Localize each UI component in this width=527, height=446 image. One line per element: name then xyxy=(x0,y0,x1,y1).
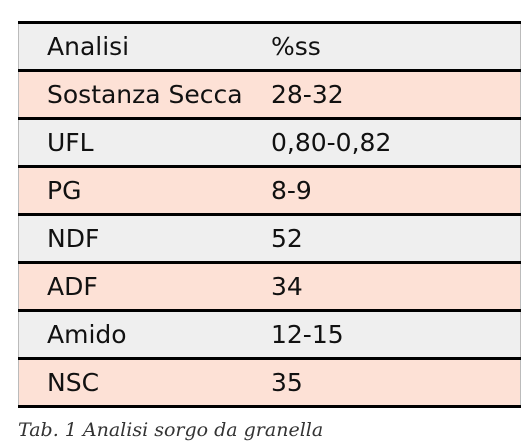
table-cell: Sostanza Secca xyxy=(18,69,271,120)
table-cell: 34 xyxy=(271,261,521,312)
table-cell: ADF xyxy=(18,261,271,312)
table-cell: Analisi xyxy=(18,21,271,72)
table-row: Amido 12-15 xyxy=(18,309,521,360)
table-cell: NSC xyxy=(18,357,271,408)
table-row: Analisi %ss xyxy=(18,21,521,72)
table-row: NDF 52 xyxy=(18,213,521,264)
table-caption: Tab. 1 Analisi sorgo da granella xyxy=(18,419,324,441)
table-row: ADF 34 xyxy=(18,261,521,312)
table-row: UFL 0,80-0,82 xyxy=(18,117,521,168)
table-row: Sostanza Secca 28-32 xyxy=(18,69,521,120)
table-cell: 0,80-0,82 xyxy=(271,117,521,168)
table-cell: %ss xyxy=(271,21,521,72)
table-cell: NDF xyxy=(18,213,271,264)
table-cell: Amido xyxy=(18,309,271,360)
table-cell: 52 xyxy=(271,213,521,264)
data-table: Analisi %ss Sostanza Secca 28-32 UFL 0,80-0,8… xyxy=(18,21,521,408)
table-cell: 8-9 xyxy=(271,165,521,216)
table-cell: 35 xyxy=(271,357,521,408)
table-cell: PG xyxy=(18,165,271,216)
table-cell: 28-32 xyxy=(271,69,521,120)
table-cell: 12-15 xyxy=(271,309,521,360)
table-row: NSC 35 xyxy=(18,357,521,408)
table-row: PG 8-9 xyxy=(18,165,521,216)
table-cell: UFL xyxy=(18,117,271,168)
